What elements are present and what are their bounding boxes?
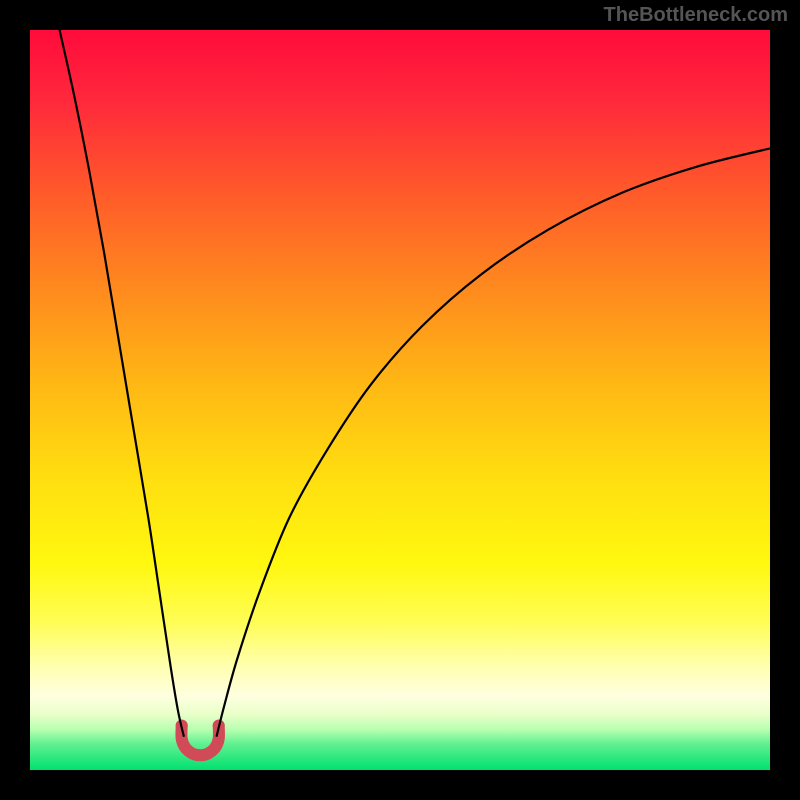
right-curve [216,148,770,736]
curves-group [60,30,770,755]
chart-container: TheBottleneck.com [0,0,800,800]
valley-marker [181,726,219,756]
curve-svg [30,30,770,770]
plot-area [30,30,770,770]
left-curve [60,30,184,737]
watermark-text: TheBottleneck.com [604,4,788,27]
